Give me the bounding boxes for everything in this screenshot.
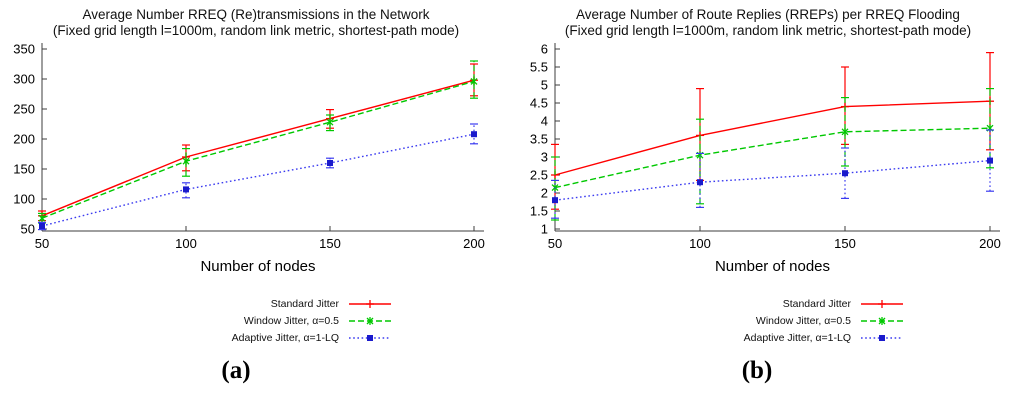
panel-b: Average Number of Route Replies (RREPs) …: [512, 0, 1024, 385]
x-tick-label: 50: [35, 236, 49, 251]
square-marker: [842, 170, 848, 177]
chart-title-line1: Average Number RREQ (Re)transmissions in…: [82, 7, 430, 22]
y-tick-label: 300: [13, 72, 35, 87]
x-tick-label: 150: [319, 236, 341, 251]
legend-line-sample: [861, 299, 903, 308]
chart-title-b: Average Number of Route Replies (RREPs) …: [512, 7, 1024, 39]
y-tick-label: 350: [13, 42, 35, 57]
legend-line-sample: [349, 316, 391, 325]
series-line: [41, 133, 475, 227]
legend-item: Adaptive Jitter, α=1-LQ: [512, 329, 905, 346]
square-marker: [552, 197, 558, 204]
legend-label: Standard Jitter: [270, 297, 339, 310]
legend-item: Standard Jitter: [0, 295, 393, 312]
square-marker: [327, 160, 333, 166]
square-marker: [987, 157, 993, 164]
square-marker: [879, 334, 885, 341]
y-tick-label: 3: [541, 150, 548, 165]
square-marker: [183, 186, 189, 193]
y-tick-label: 5.5: [530, 60, 548, 75]
legend-item: Window Jitter, α=0.5: [0, 312, 393, 329]
series-line: [554, 159, 991, 201]
x-axis-label: Number of nodes: [715, 258, 830, 275]
chart-title-line2: (Fixed grid length l=1000m, random link …: [52, 23, 460, 38]
caption-b: (b): [741, 357, 773, 384]
series-line: [41, 79, 475, 217]
y-tick-label: 200: [13, 132, 35, 147]
panel-a: Average Number RREQ (Re)transmissions in…: [0, 0, 512, 385]
legend-label: Adaptive Jitter, α=1-LQ: [743, 331, 851, 344]
y-tick-label: 1: [541, 222, 548, 237]
legend-label: Adaptive Jitter, α=1-LQ: [231, 331, 339, 344]
x-tick-label: 200: [463, 236, 485, 251]
y-tick-label: 2.5: [530, 168, 548, 183]
series-line: [41, 80, 475, 219]
y-tick-label: 1.5: [530, 204, 548, 219]
series-line: [554, 100, 991, 176]
legend-a: Standard Jitter Window Jitter, α=0.5 Adapt…: [0, 295, 512, 346]
y-tick-label: 4.5: [530, 96, 548, 111]
y-tick-label: 50: [21, 222, 35, 237]
square-marker: [367, 334, 373, 341]
chart-title-line1: Average Number of Route Replies (RREPs) …: [576, 7, 960, 22]
chart-title-line2: (Fixed grid length l=1000m, random link …: [564, 23, 972, 38]
y-tick-label: 2: [541, 186, 548, 201]
x-tick-label: 50: [548, 236, 562, 251]
legend-item: Window Jitter, α=0.5: [512, 312, 905, 329]
y-tick-label: 250: [13, 102, 35, 117]
y-tick-label: 150: [13, 162, 35, 177]
x-tick-label: 200: [979, 236, 1001, 251]
x-tick-label: 100: [175, 236, 197, 251]
series-line: [554, 127, 991, 189]
legend-line-sample: [349, 334, 391, 341]
x-tick-label: 150: [834, 236, 856, 251]
legend-b: Standard Jitter Window Jitter, α=0.5 Adapt…: [512, 295, 1024, 346]
square-marker: [39, 223, 45, 229]
y-tick-label: 6: [541, 42, 548, 57]
y-tick-label: 4: [541, 114, 548, 129]
figure: Average Number RREQ (Re)transmissions in…: [0, 0, 1024, 385]
legend-label: Window Jitter, α=0.5: [755, 314, 851, 327]
square-marker: [697, 179, 703, 186]
plot-a: 50 100 150 200 250 300 350 50 100 150 200 Number of…: [13, 42, 485, 276]
legend-line-sample: [861, 334, 903, 341]
legend-item: Adaptive Jitter, α=1-LQ: [0, 329, 393, 346]
legend-line-sample: [861, 316, 903, 325]
y-tick-label: 100: [13, 192, 35, 207]
x-axis-label: Number of nodes: [200, 258, 315, 275]
plot-b: 1 1.5 2 2.5 3 3.5 4 4.5 5 5.5 6 50 100 150 200 Number o…: [530, 42, 1001, 276]
square-marker: [471, 131, 477, 138]
x-tick-label: 100: [689, 236, 711, 251]
legend-label: Standard Jitter: [782, 297, 851, 310]
y-tick-label: 3.5: [530, 132, 548, 147]
legend-item: Standard Jitter: [512, 295, 905, 312]
chart-title-a: Average Number RREQ (Re)transmissions in…: [0, 7, 512, 39]
y-tick-label: 5: [541, 78, 548, 93]
caption-a: (a): [221, 357, 251, 384]
legend-label: Window Jitter, α=0.5: [243, 314, 339, 327]
legend-line-sample: [349, 299, 391, 308]
